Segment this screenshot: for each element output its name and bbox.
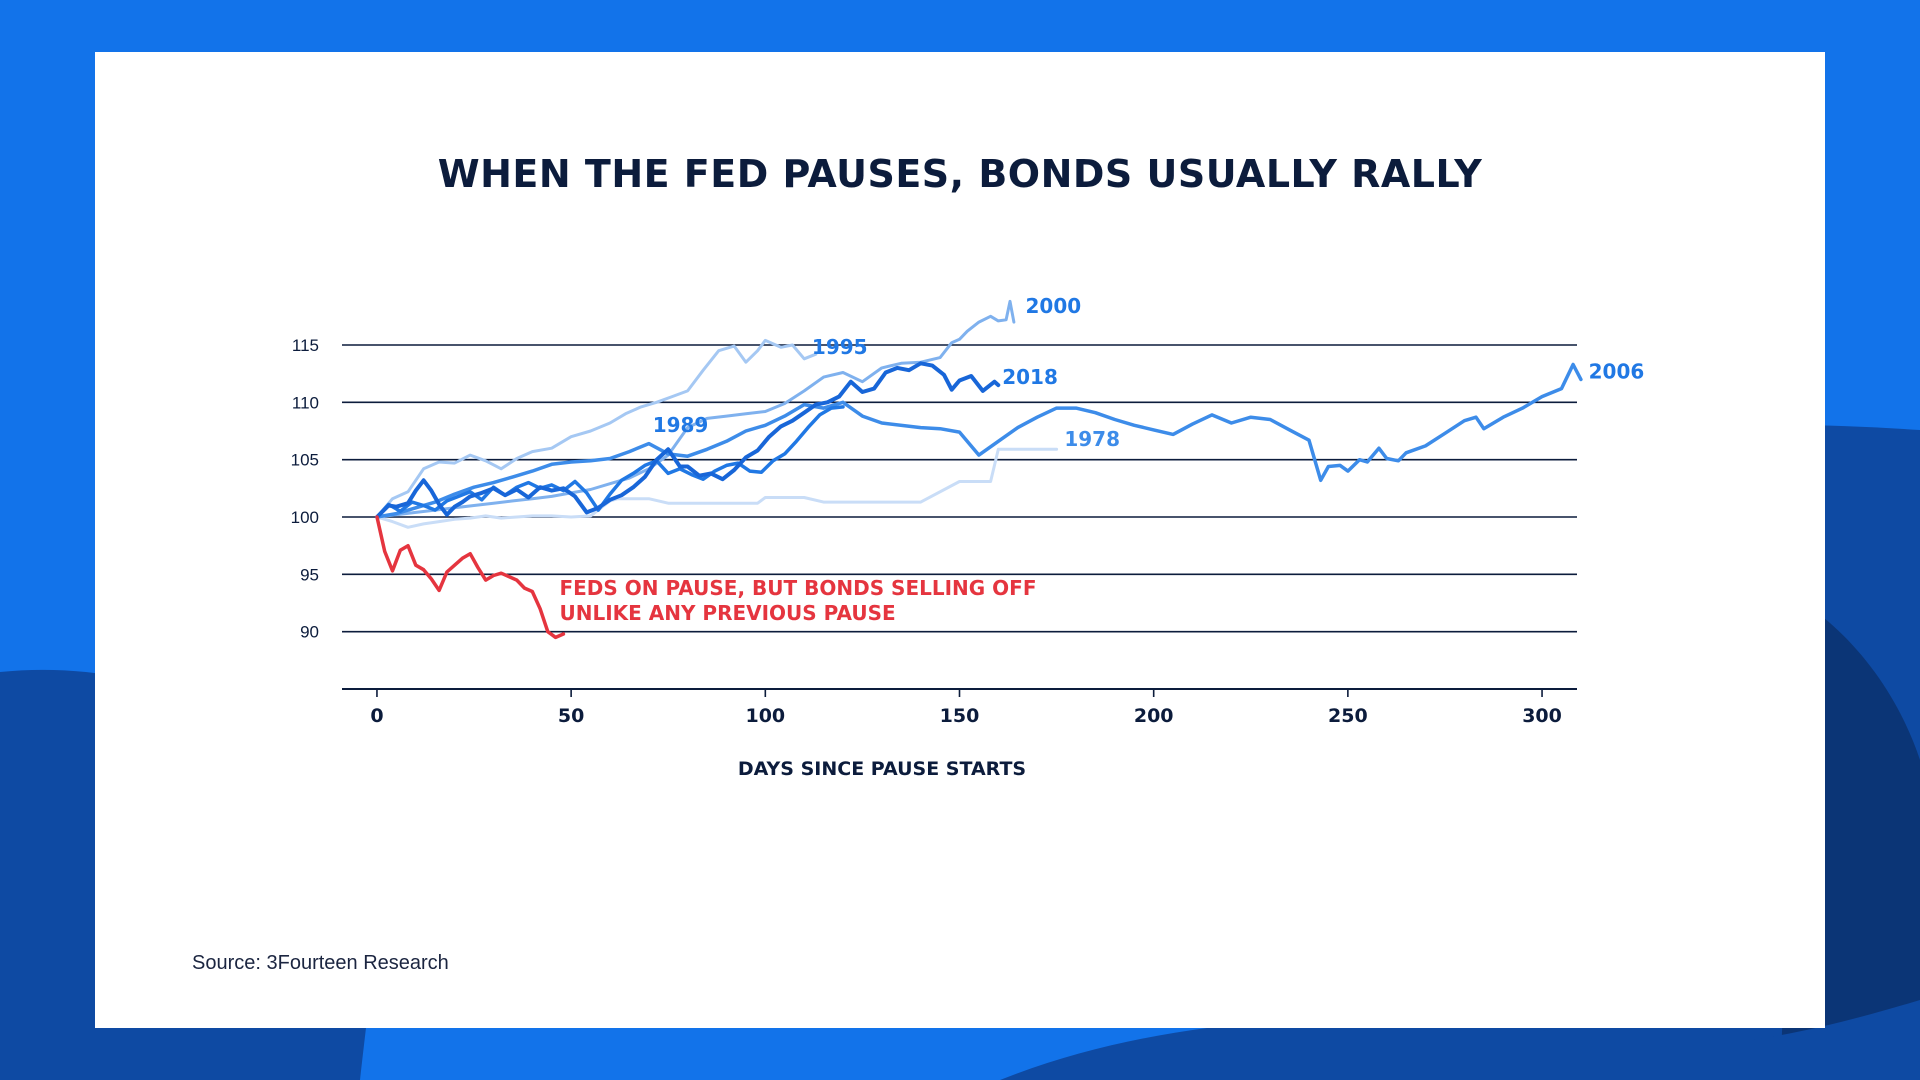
- label-1989: 1989: [653, 413, 709, 437]
- label-2000: 2000: [1026, 294, 1082, 318]
- line-chart: 0 50 100 150 200 250 300 90 95 100 105 110 115 1978…: [291, 294, 1645, 780]
- label-2006: 2006: [1589, 359, 1645, 383]
- series-line-2000: [375, 299, 1016, 519]
- y-tick-label: 105: [291, 451, 319, 470]
- series-line-1995: [375, 338, 818, 519]
- x-tick-label: 100: [745, 705, 785, 727]
- x-axis-title: DAYS SINCE PAUSE STARTS: [738, 758, 1026, 780]
- x-axis: 0 50 100 150 200 250 300: [370, 689, 1562, 727]
- y-tick-label: 100: [291, 508, 319, 527]
- chart-title: WHEN THE FED PAUSES, BONDS USUALLY RALLY: [437, 152, 1483, 196]
- series-line-current: [375, 515, 566, 640]
- gridlines: [342, 344, 1577, 690]
- y-tick-label: 95: [300, 565, 319, 584]
- series-line-1978: [375, 447, 1059, 529]
- label-1978: 1978: [1064, 427, 1120, 451]
- chart-card: WHEN THE FED PAUSES, BONDS USUALLY RALLY…: [95, 52, 1825, 1028]
- x-tick-label: 200: [1134, 705, 1174, 727]
- label-2018: 2018: [1002, 365, 1058, 389]
- y-tick-label: 90: [300, 623, 319, 642]
- x-tick-label: 300: [1522, 705, 1562, 727]
- x-tick-label: 150: [940, 705, 980, 727]
- highlight-line2: UNLIKE ANY PREVIOUS PAUSE: [559, 601, 895, 625]
- x-tick-label: 50: [558, 705, 584, 727]
- series-line-2018: [375, 361, 1001, 519]
- y-tick-label: 110: [292, 393, 319, 412]
- highlight-line1: FEDS ON PAUSE, BUT BONDS SELLING OFF: [559, 576, 1036, 600]
- y-tick-label: 115: [292, 336, 319, 355]
- x-tick-label: 250: [1328, 705, 1368, 727]
- x-tick-label: 0: [370, 705, 383, 727]
- source-note: Source: 3Fourteen Research: [192, 952, 449, 974]
- y-axis-labels: 90 95 100 105 110 115: [291, 336, 319, 642]
- label-1995: 1995: [812, 335, 868, 359]
- annotations: 1978 1989 1995 2000 2018 2006 FEDS ON PAUSE, B…: [559, 294, 1644, 625]
- series-lines: [375, 299, 1583, 640]
- series-line-1989: [375, 405, 845, 519]
- series-line-2006: [375, 362, 1583, 519]
- wave-bottom: [1000, 1000, 1920, 1080]
